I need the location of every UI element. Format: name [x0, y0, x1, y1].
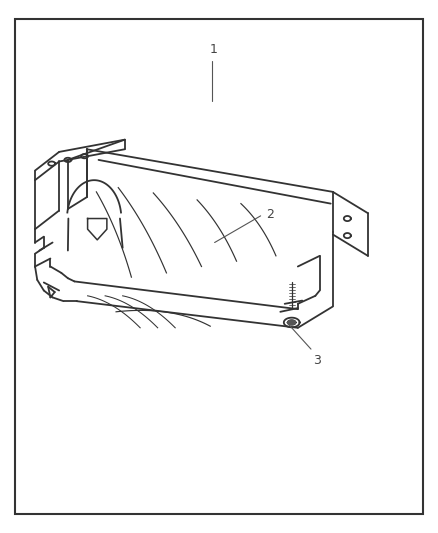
Text: 1: 1 — [209, 43, 217, 56]
Polygon shape — [288, 320, 295, 325]
Text: 3: 3 — [313, 354, 321, 367]
Text: 2: 2 — [266, 208, 274, 221]
